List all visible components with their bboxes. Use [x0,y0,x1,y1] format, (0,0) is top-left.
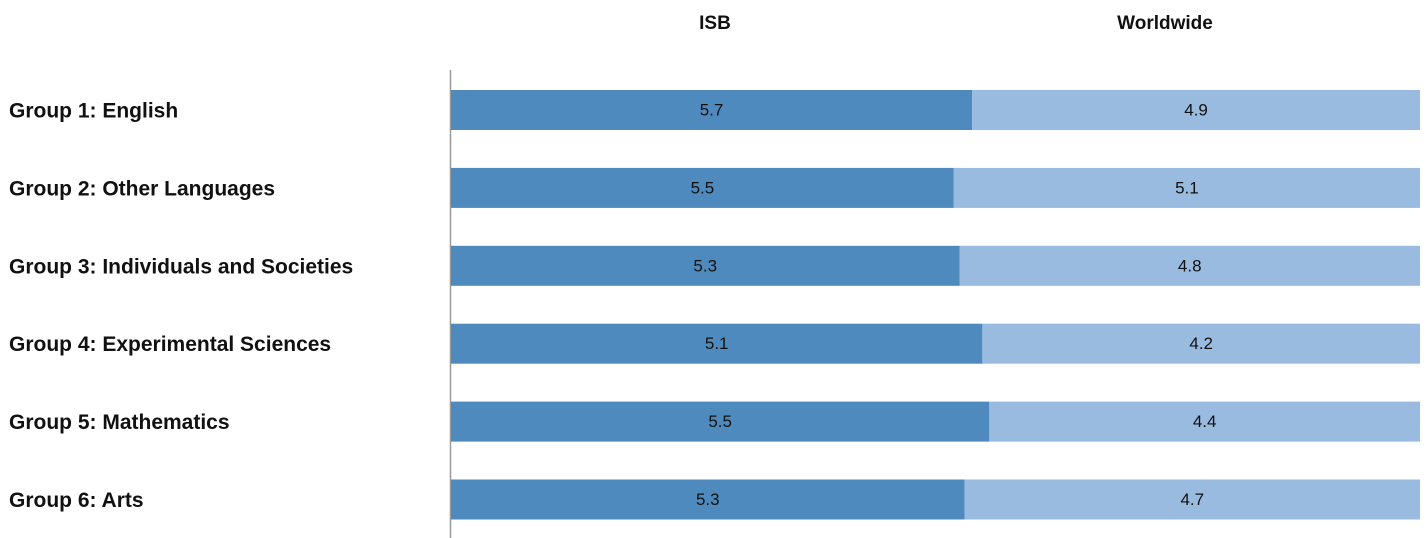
bar-segment [989,401,1420,442]
value-label: 5.1 [1175,178,1199,197]
value-label: 5.7 [700,100,724,119]
bar-segment [451,401,990,442]
category-label: Group 5: Mathematics [9,411,230,434]
bar-segment [982,323,1420,364]
bar-segment [953,167,1420,208]
value-label: 4.2 [1189,334,1213,353]
value-label: 5.5 [691,178,715,197]
value-label: 4.8 [1178,256,1202,275]
category-label: Group 1: English [9,100,178,123]
bar-segment [451,245,960,286]
category-label: Group 6: Arts [9,489,144,512]
bar-segment [451,90,973,130]
value-label: 4.7 [1180,490,1204,509]
bar-segment [964,479,1420,520]
bar-segment [451,167,954,208]
category-label: Group 2: Other Languages [9,177,275,200]
value-label: 5.3 [696,490,720,509]
category-label: Group 3: Individuals and Societies [9,255,353,278]
bar-segment [972,90,1420,130]
value-label: 4.9 [1184,100,1208,119]
bar-segment [451,323,983,364]
legend-label: ISB [699,13,731,34]
category-label: Group 4: Experimental Sciences [9,333,331,356]
value-label: 5.5 [708,412,732,431]
bar-segment [451,479,965,520]
legend-label: Worldwide [1117,13,1213,34]
value-label: 5.1 [705,334,729,353]
bar-segment [959,245,1420,286]
value-label: 5.3 [693,256,717,275]
value-label: 4.4 [1193,412,1217,431]
